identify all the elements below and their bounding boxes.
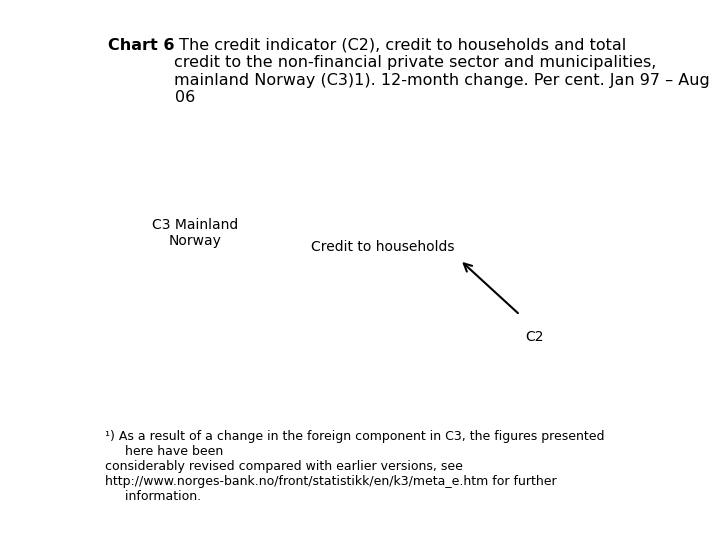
Text: ¹) As a result of a change in the foreign component in C3, the figures presented: ¹) As a result of a change in the foreig… xyxy=(105,430,605,443)
Text: The credit indicator (C2), credit to households and total
credit to the non-fina: The credit indicator (C2), credit to hou… xyxy=(174,38,710,105)
Text: considerably revised compared with earlier versions, see: considerably revised compared with earli… xyxy=(105,460,463,473)
Text: C2: C2 xyxy=(525,330,544,344)
Text: information.: information. xyxy=(105,490,201,503)
Text: http://www.norges-bank.no/front/statistikk/en/k3/meta_e.htm for further: http://www.norges-bank.no/front/statisti… xyxy=(105,475,557,488)
Text: Credit to households: Credit to households xyxy=(311,240,455,254)
Text: Chart 6: Chart 6 xyxy=(108,38,174,53)
Text: here have been: here have been xyxy=(105,445,223,458)
Text: C3 Mainland
Norway: C3 Mainland Norway xyxy=(152,218,238,248)
